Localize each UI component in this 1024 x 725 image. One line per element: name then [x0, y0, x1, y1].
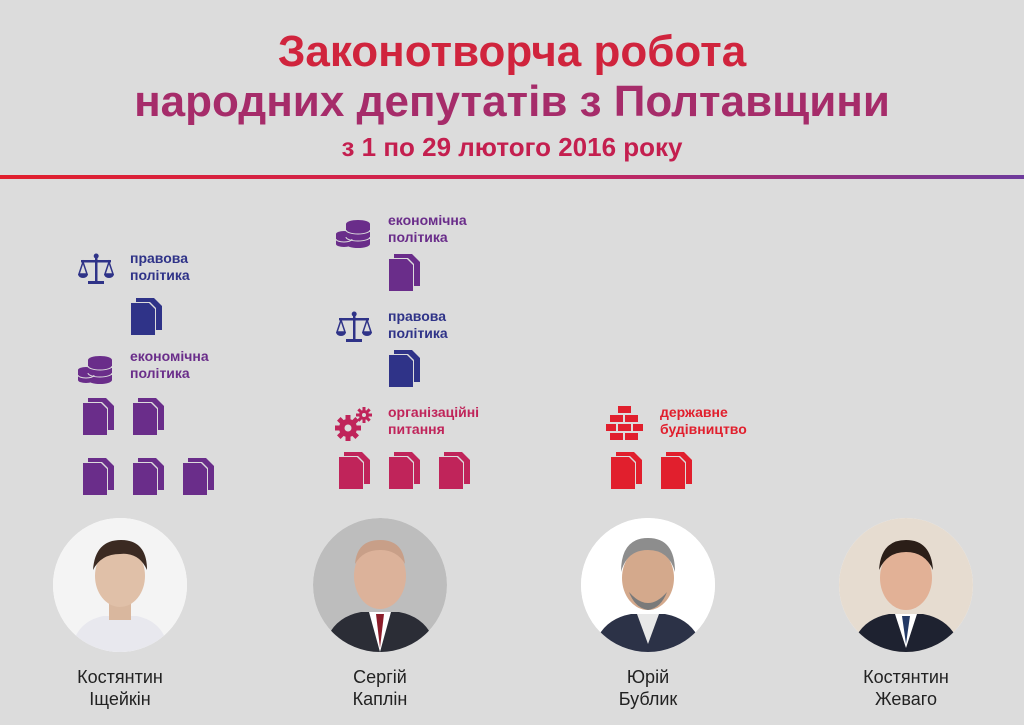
- portrait-photo: [53, 518, 187, 652]
- document-icon: [182, 458, 214, 496]
- category-label: державне будівництво: [660, 404, 747, 437]
- deputy-name: Костянтин Іщейкін: [77, 667, 163, 709]
- portrait-photo: [839, 518, 973, 652]
- subtitle: з 1 по 29 лютого 2016 року: [341, 132, 683, 162]
- scales-icon: [335, 311, 373, 342]
- category-label: економічна політика: [388, 212, 467, 245]
- document-icon: [338, 452, 370, 490]
- category-legal-policy: правова політика: [76, 250, 190, 290]
- deputy-bublyk: Юрій Бублик: [580, 518, 716, 710]
- document-icon: [132, 458, 164, 496]
- gears-icon: [335, 407, 372, 441]
- deputy-ishcheikin: Костянтин Іщейкін: [52, 518, 188, 710]
- avatar: [581, 518, 715, 652]
- category-label: економічна політика: [130, 348, 209, 381]
- portrait-photo: [581, 518, 715, 652]
- title-line-1: Законотворча робота: [277, 27, 747, 76]
- gradient-divider: [0, 175, 1024, 179]
- deputy-zhevago: Костянтин Жеваго: [838, 518, 974, 710]
- category-label: організаційні питання: [388, 404, 480, 437]
- deputy-name: Сергій Каплін: [352, 667, 408, 709]
- document-icon: [132, 398, 164, 436]
- document-icon: [438, 452, 470, 490]
- bricks-icon: [606, 406, 643, 440]
- title-line-2: народних депутатів з Полтавщини: [134, 77, 890, 126]
- category-label: правова політика: [130, 250, 190, 283]
- document-icon: [660, 452, 692, 490]
- category-economic-policy: економічна політика: [334, 212, 467, 252]
- avatar: [53, 518, 187, 652]
- portrait-photo: [313, 518, 447, 652]
- deputy-name: Юрій Бублик: [618, 667, 678, 709]
- category-label: правова політика: [388, 308, 448, 341]
- document-icon: [610, 452, 642, 490]
- deputy-name: Костянтин Жеваго: [863, 667, 949, 709]
- document-icon: [82, 398, 114, 436]
- category-economic-policy: економічна політика: [76, 348, 209, 388]
- document-icon: [388, 452, 420, 490]
- coins-icon: [335, 220, 371, 248]
- document-icon: [388, 350, 420, 388]
- avatar: [313, 518, 447, 652]
- category-legal-policy: правова політика: [334, 308, 448, 348]
- coins-icon: [77, 356, 113, 384]
- deputy-kaplin: Сергій Каплін: [312, 518, 448, 710]
- category-state-building: державне будівництво: [606, 404, 747, 444]
- document-icon: [388, 254, 420, 292]
- avatar: [839, 518, 973, 652]
- document-icon: [130, 298, 162, 336]
- document-icon: [82, 458, 114, 496]
- category-organizational: організаційні питання: [334, 404, 479, 444]
- scales-icon: [77, 253, 115, 284]
